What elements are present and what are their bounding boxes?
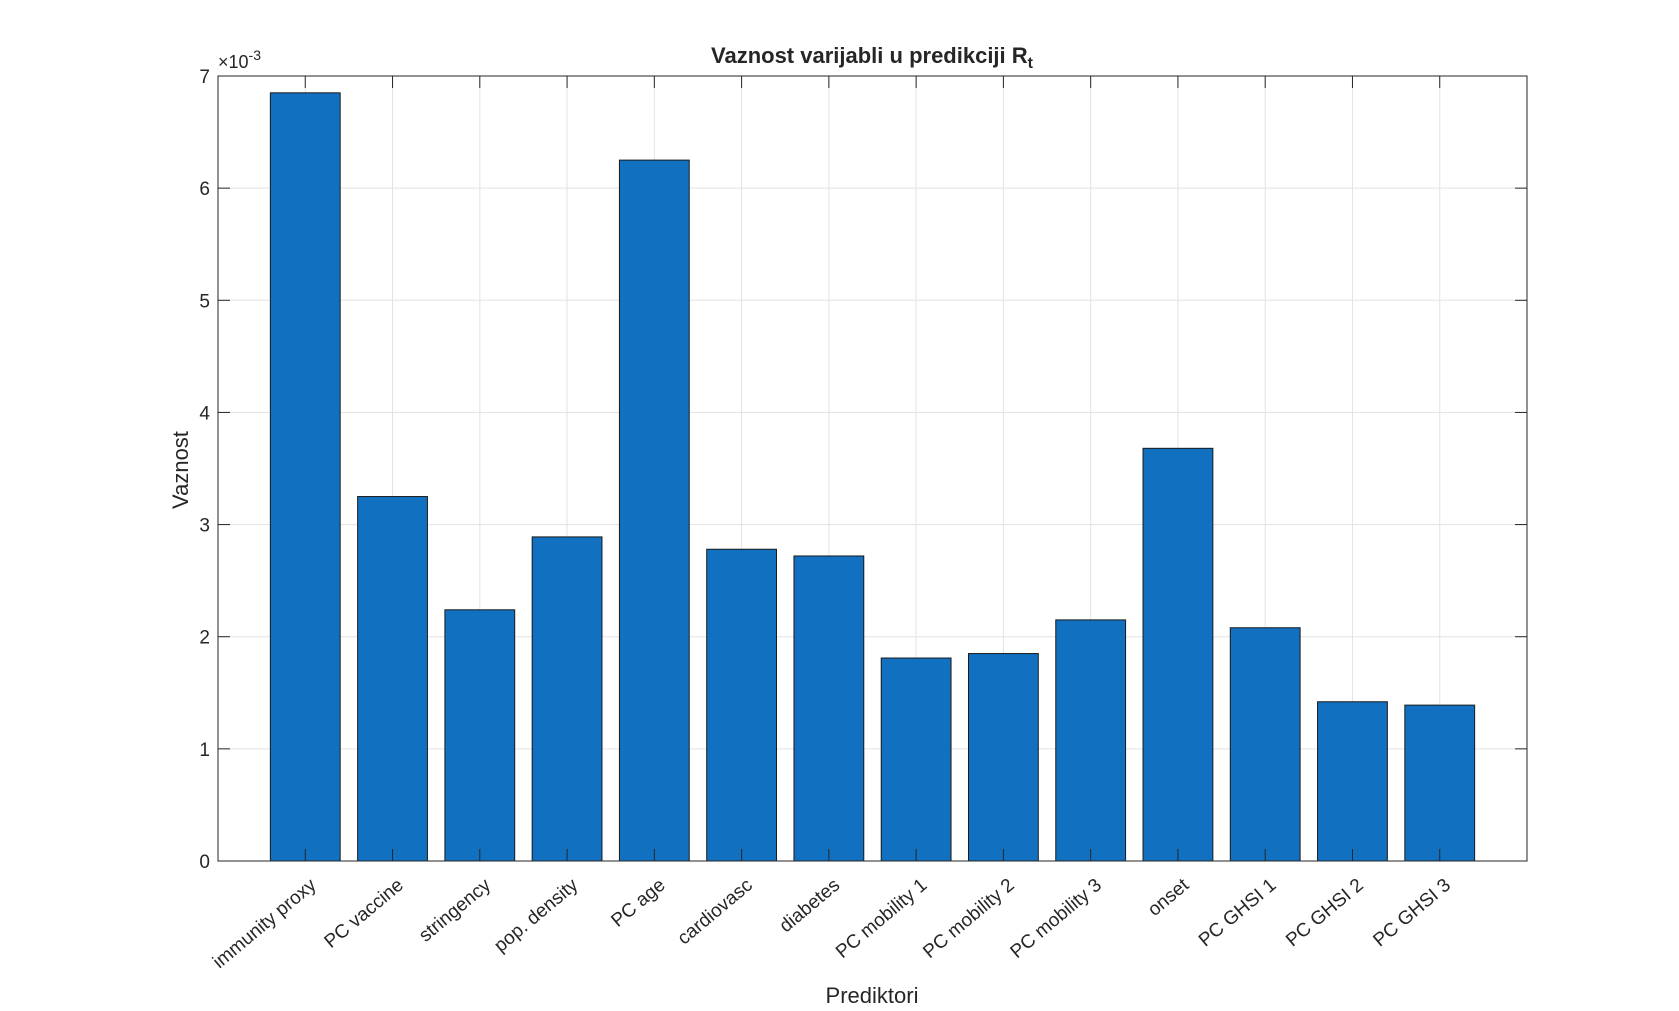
bar-diabetes: [793, 555, 865, 862]
bar-pc-ghsi-3: [1404, 704, 1476, 862]
axes: [217, 75, 1528, 862]
bar-pc-mobility-2: [967, 653, 1039, 862]
bar-pc-mobility-3: [1055, 619, 1127, 862]
bar-stringency: [444, 609, 516, 862]
bar-pc-ghsi-2: [1317, 701, 1388, 862]
x-axis-label: Prediktori: [826, 983, 919, 1008]
axes-box: [217, 75, 1528, 862]
y-tick-label: 3: [199, 516, 210, 537]
y-axis-label: Vaznost: [168, 431, 193, 509]
y-tick-label: 2: [199, 628, 210, 649]
bar-pc-mobility-1: [880, 657, 952, 862]
bar-onset: [1142, 447, 1214, 862]
y-tick-label: 5: [199, 291, 210, 312]
chart-title: Vaznost varijabli u predikciji Rt: [711, 43, 1034, 72]
y-tick-label: 7: [199, 67, 210, 88]
bar-pop-density: [531, 536, 603, 862]
bar-cardiovasc: [706, 548, 778, 862]
y-tick-label: 4: [199, 403, 210, 424]
y-tick-label: 0: [199, 852, 210, 873]
bar-immunity-proxy: [269, 92, 341, 862]
bar-pc-vaccine: [357, 496, 428, 862]
y-tick-label: 1: [199, 740, 210, 761]
y-axis-exponent: ×10-3: [218, 47, 261, 72]
bars: [269, 92, 1476, 862]
bar-pc-ghsi-1: [1229, 627, 1301, 862]
y-tick-labels: 0 1 2 3 4 5 6 7: [199, 67, 210, 873]
bar-pc-age: [618, 159, 690, 862]
y-tick-label: 6: [199, 179, 210, 200]
